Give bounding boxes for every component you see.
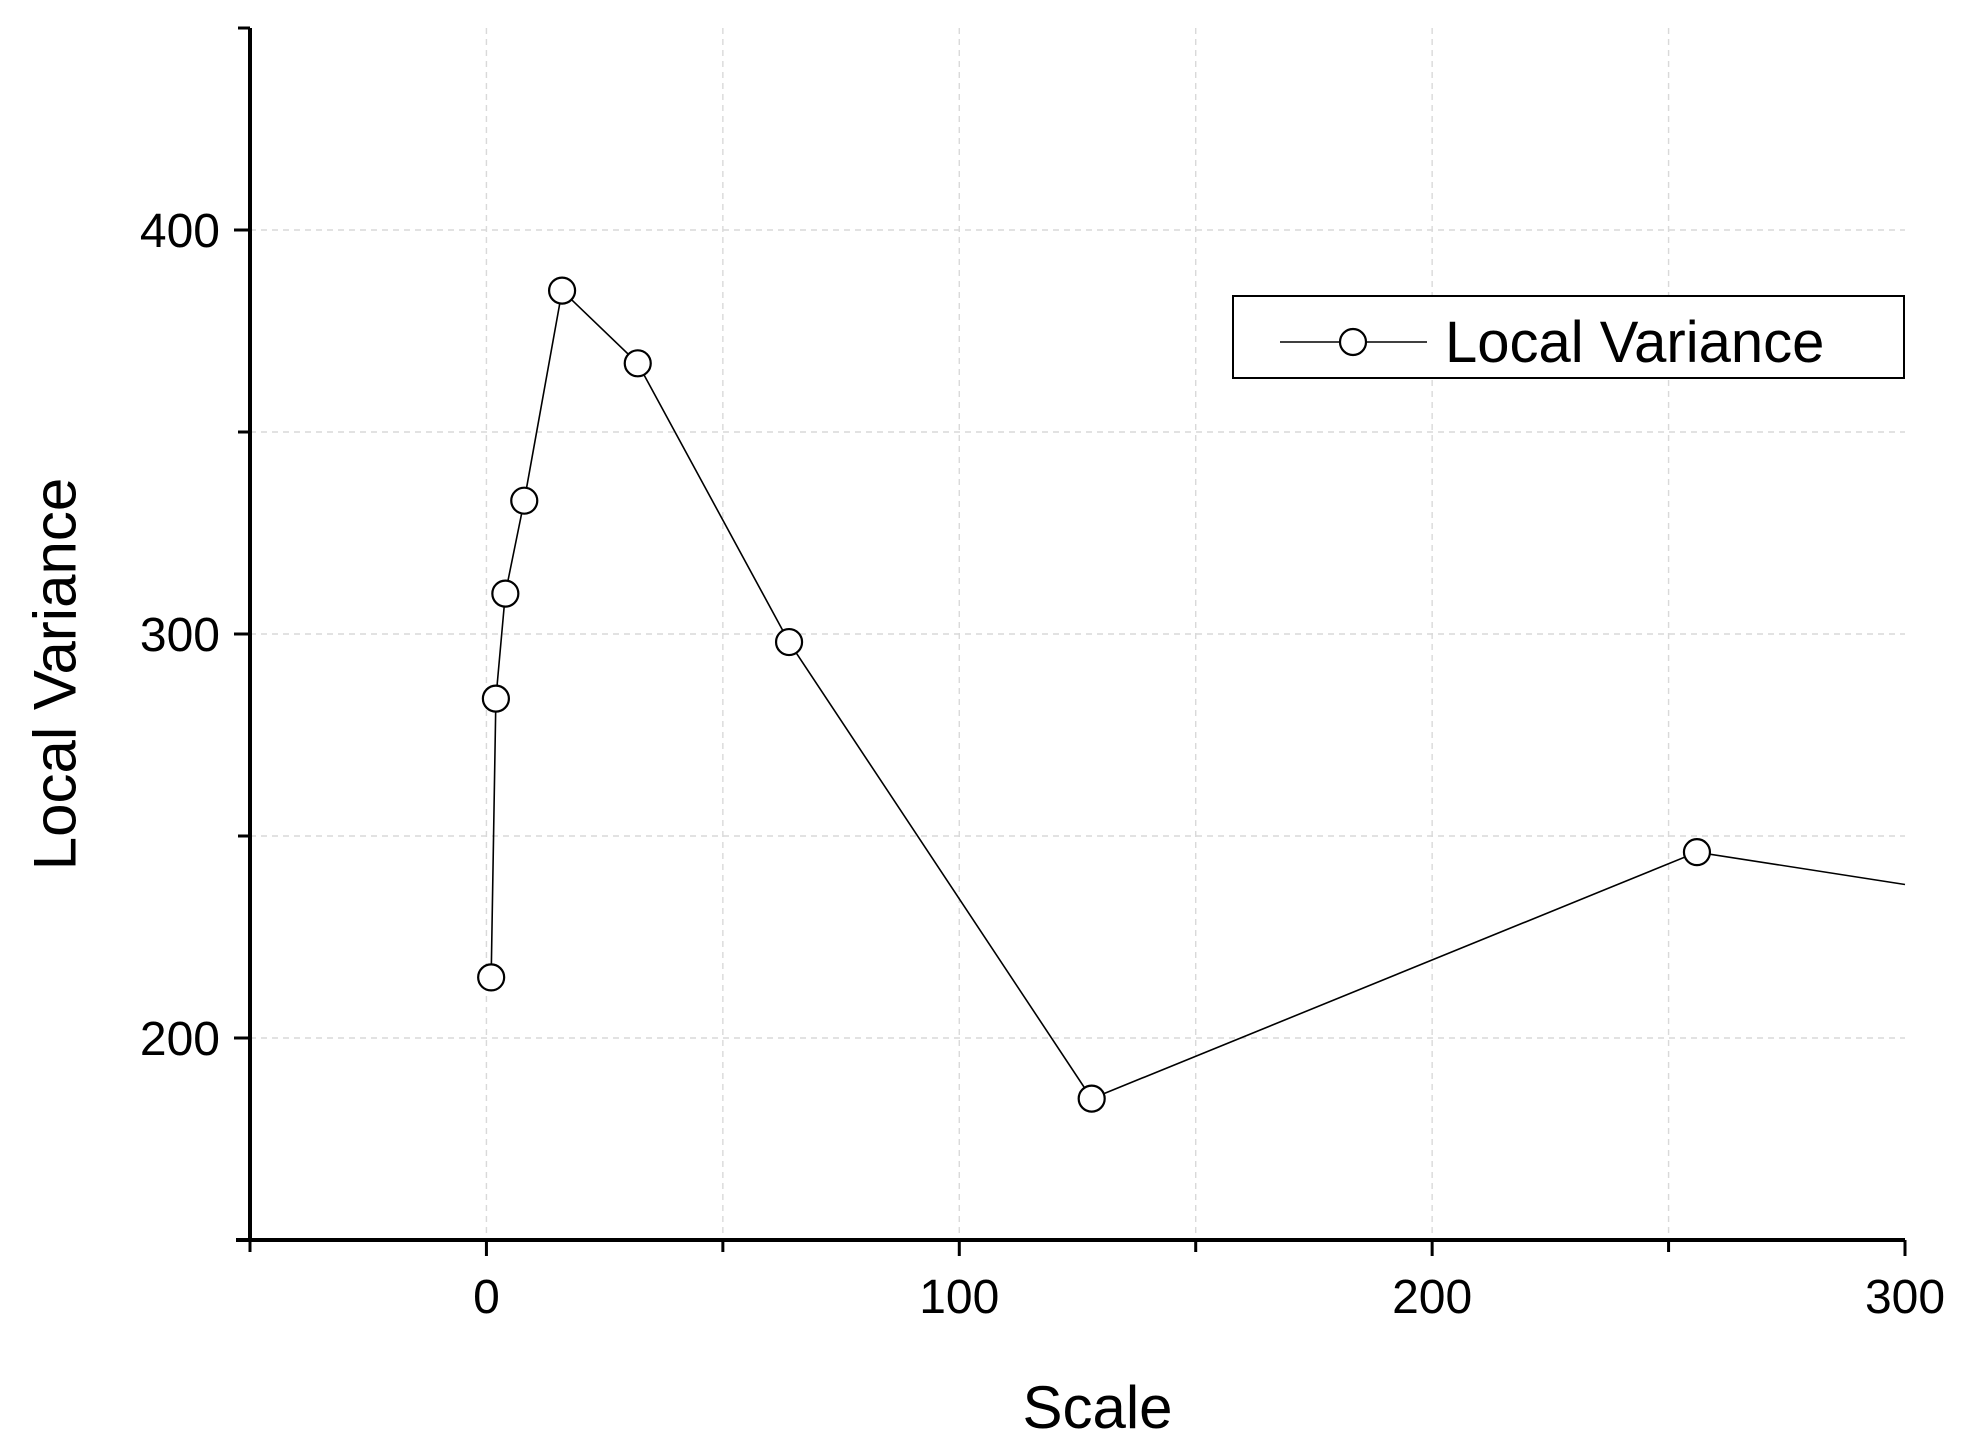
y-tick-label: 200 (140, 1013, 220, 1066)
axes: 0 100 200 300 200 300 400 (140, 26, 1945, 1324)
data-point-marker (1682, 838, 1712, 867)
series-layer (477, 276, 1906, 1113)
data-point-marker (774, 627, 804, 657)
grid-lines (250, 28, 1905, 1240)
data-point-marker (547, 276, 577, 305)
data-point-marker (477, 963, 506, 992)
y-axis-title: Local Variance (22, 478, 89, 870)
x-tick-label: 0 (473, 1271, 500, 1324)
y-tick-label: 400 (140, 205, 220, 258)
data-point-marker (481, 684, 510, 713)
x-tick-label: 100 (919, 1271, 999, 1324)
series-line (490, 288, 1906, 1100)
x-tick-label: 300 (1865, 1271, 1945, 1324)
legend: Local Variance (1232, 295, 1905, 379)
legend-marker (1338, 327, 1368, 357)
legend-entry-label: Local Variance (1445, 310, 1824, 375)
x-axis-title: Scale (1022, 1374, 1172, 1441)
x-tick-label: 200 (1392, 1271, 1472, 1324)
data-point-marker (510, 486, 539, 515)
data-point-marker (623, 349, 652, 378)
data-point-marker (491, 579, 520, 608)
y-tick-label: 300 (140, 609, 220, 662)
data-point-marker (1077, 1084, 1106, 1113)
